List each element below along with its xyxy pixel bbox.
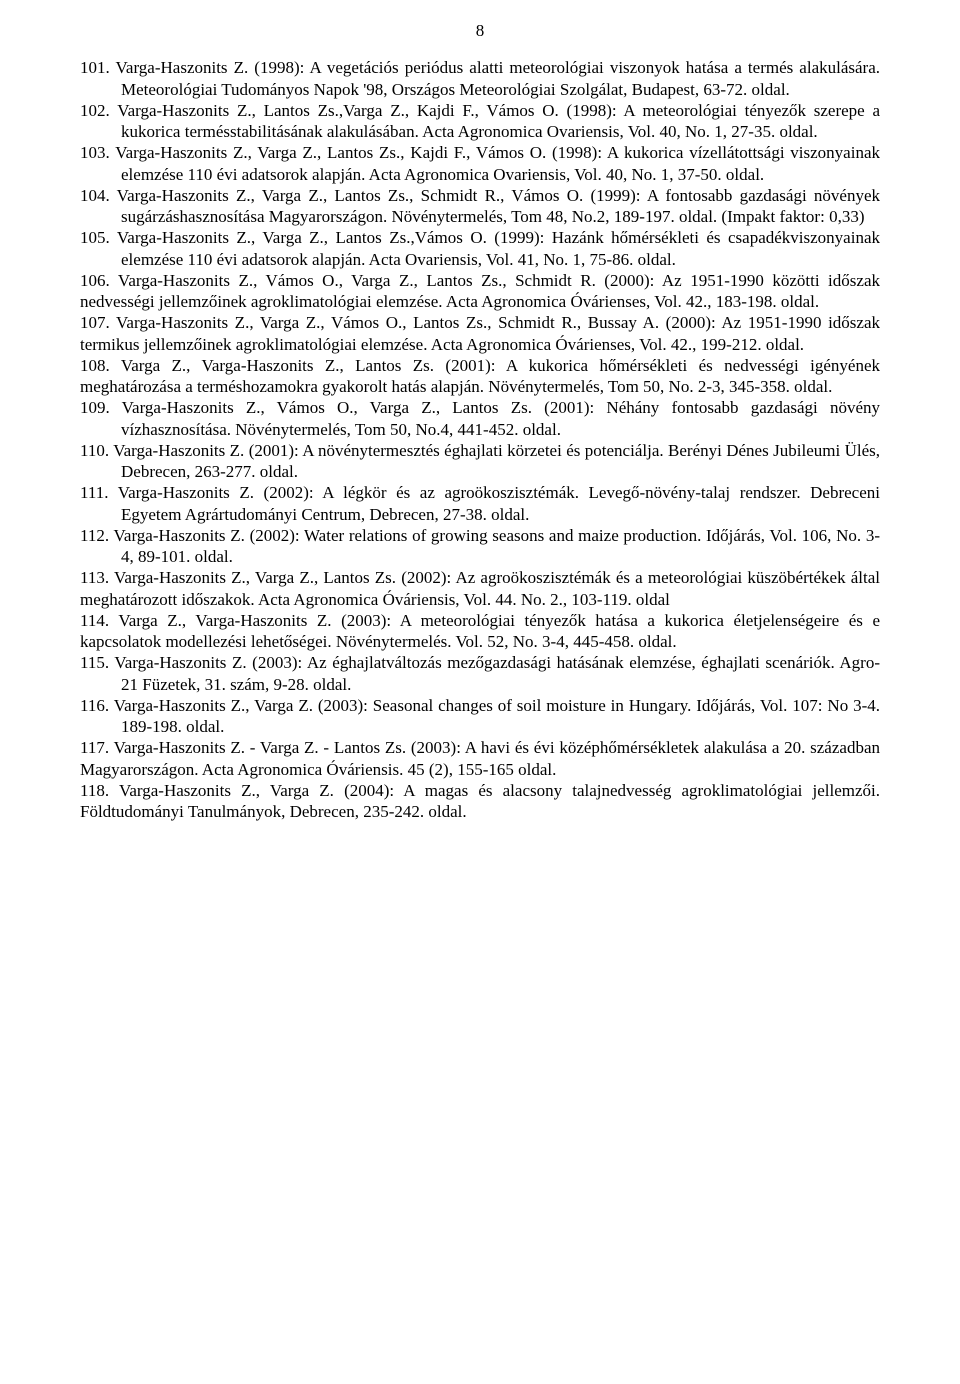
reference-entry: 105. Varga-Haszonits Z., Varga Z., Lanto… [80, 227, 880, 270]
reference-entry: 101. Varga-Haszonits Z. (1998): A vegetá… [80, 57, 880, 100]
reference-entry: 102. Varga-Haszonits Z., Lantos Zs.,Varg… [80, 100, 880, 143]
reference-entry: 116. Varga-Haszonits Z., Varga Z. (2003)… [80, 695, 880, 738]
reference-entry: 110. Varga-Haszonits Z. (2001): A növény… [80, 440, 880, 483]
reference-entry: 117. Varga-Haszonits Z. - Varga Z. - Lan… [80, 737, 880, 780]
reference-entry: 107. Varga-Haszonits Z., Varga Z., Vámos… [80, 312, 880, 355]
reference-entry: 111. Varga-Haszonits Z. (2002): A légkör… [80, 482, 880, 525]
reference-entry: 108. Varga Z., Varga-Haszonits Z., Lanto… [80, 355, 880, 398]
reference-entry: 109. Varga-Haszonits Z., Vámos O., Varga… [80, 397, 880, 440]
reference-entry: 115. Varga-Haszonits Z. (2003): Az éghaj… [80, 652, 880, 695]
references-list: 101. Varga-Haszonits Z. (1998): A vegetá… [80, 57, 880, 822]
reference-entry: 114. Varga Z., Varga-Haszonits Z. (2003)… [80, 610, 880, 653]
reference-entry: 118. Varga-Haszonits Z., Varga Z. (2004)… [80, 780, 880, 823]
reference-entry: 106. Varga-Haszonits Z., Vámos O., Varga… [80, 270, 880, 313]
reference-entry: 112. Varga-Haszonits Z. (2002): Water re… [80, 525, 880, 568]
page-number: 8 [80, 20, 880, 41]
reference-entry: 103. Varga-Haszonits Z., Varga Z., Lanto… [80, 142, 880, 185]
reference-entry: 104. Varga-Haszonits Z., Varga Z., Lanto… [80, 185, 880, 228]
reference-entry: 113. Varga-Haszonits Z., Varga Z., Lanto… [80, 567, 880, 610]
